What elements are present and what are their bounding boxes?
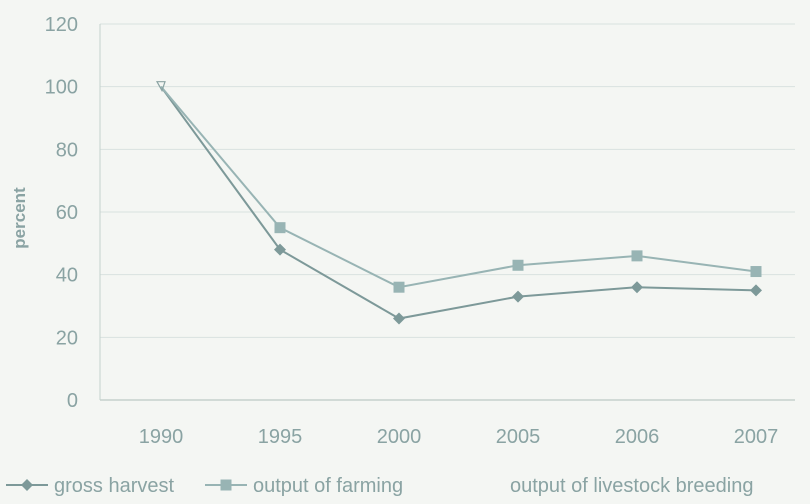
data-point-gross-harvest-1995 [274,243,286,256]
data-point-gross-harvest-2000 [393,312,405,325]
legend-item-output-of-livestock-breeding: output of livestock breeding [510,475,754,497]
data-point-gross-harvest-2007 [750,284,762,297]
legend-swatch-marker [21,479,33,491]
axes [99,24,795,401]
gridlines [100,23,795,338]
data-point-output-of-farming-1995 [274,222,286,234]
legend-label: output of livestock breeding [510,475,754,497]
data-point-gross-harvest-2005 [512,290,524,303]
series-line-gross-harvest [160,86,757,320]
y-tick-label-20: 20 [56,327,78,349]
series-line-output-of-farming [160,86,757,289]
y-axis-label: percent [10,187,29,249]
data-point-output-of-farming-2005 [512,259,524,271]
legend-label: gross harvest [54,475,174,497]
data-point-gross-harvest-2006 [631,281,643,294]
x-tick-label-1990: 1990 [139,426,184,448]
tick-labels: 0 20 40 60 80 100 120 1990 1995 2000 2005 2006 2007 [45,14,779,448]
x-tick-label-2006: 2006 [615,426,660,448]
data-point-output-of-farming-2007 [750,266,762,278]
legend: gross harvest output of farming output of … [6,475,754,497]
data-point-output-of-farming-2000 [393,281,405,293]
series-markers [155,81,762,325]
y-tick-label-120: 120 [45,14,78,36]
x-tick-label-2005: 2005 [496,426,541,448]
y-tick-label-80: 80 [56,139,78,161]
x-tick-label-2000: 2000 [377,426,422,448]
legend-swatch-marker [220,479,232,491]
series-lines [160,86,757,320]
data-point-output-of-farming-2006 [631,250,643,262]
y-tick-label-60: 60 [56,202,78,224]
x-tick-label-2007: 2007 [734,426,779,448]
data-point-start-1990 [155,81,166,93]
legend-item-gross-harvest: gross harvest [6,475,174,497]
legend-item-output-of-farming: output of farming [205,475,403,497]
y-tick-label-40: 40 [56,265,78,287]
y-tick-label-0: 0 [67,390,78,412]
y-tick-label-100: 100 [45,77,78,99]
x-tick-label-1995: 1995 [258,426,303,448]
legend-label: output of farming [253,475,403,497]
